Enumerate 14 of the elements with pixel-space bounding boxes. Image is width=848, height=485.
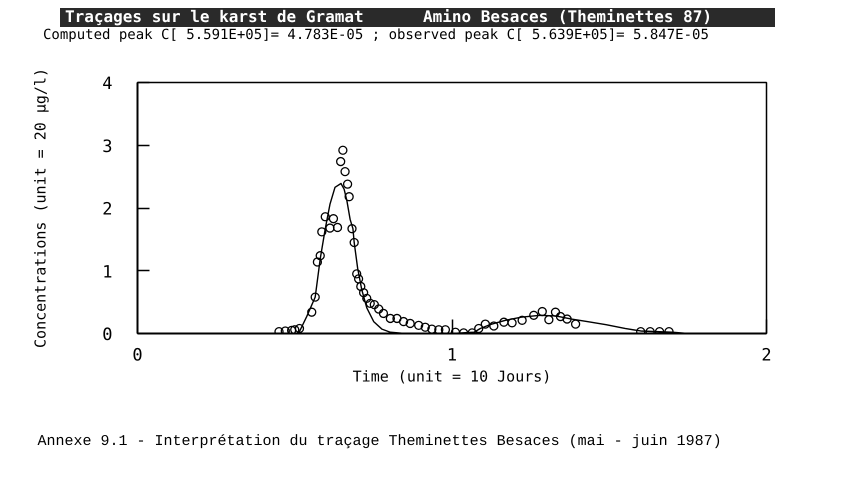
chart-title: Traçages sur le karst de Gramat <box>65 7 364 27</box>
x-tick-label: 0 <box>132 346 143 366</box>
y-tick-label: 2 <box>102 200 113 220</box>
x-tick-label: 2 <box>761 346 772 366</box>
x-axis-title: Time (unit = 10 Jours) <box>352 368 552 386</box>
text: Amino Besaces (Theminettes 87) <box>423 7 712 27</box>
y-tick-label: 3 <box>102 136 113 157</box>
text: Annexe 9.1 - Interprétation du traçage Theminettes Besaces (mai - juin 1987) <box>38 433 722 450</box>
y-tick-label: 0 <box>102 325 113 345</box>
x-tick-label: 1 <box>446 346 458 366</box>
y-axis-title: Concentrations (unit = 20 µg/l) <box>31 68 50 348</box>
y-tick-label: 1 <box>102 262 113 282</box>
chart-subtitle: Computed peak C[ 5.591E+05]= 4.783E-05 ; observed peak C[ 5.639E+05]= 5.847E-05 <box>43 26 709 44</box>
y-tick-label: 4 <box>102 74 113 94</box>
